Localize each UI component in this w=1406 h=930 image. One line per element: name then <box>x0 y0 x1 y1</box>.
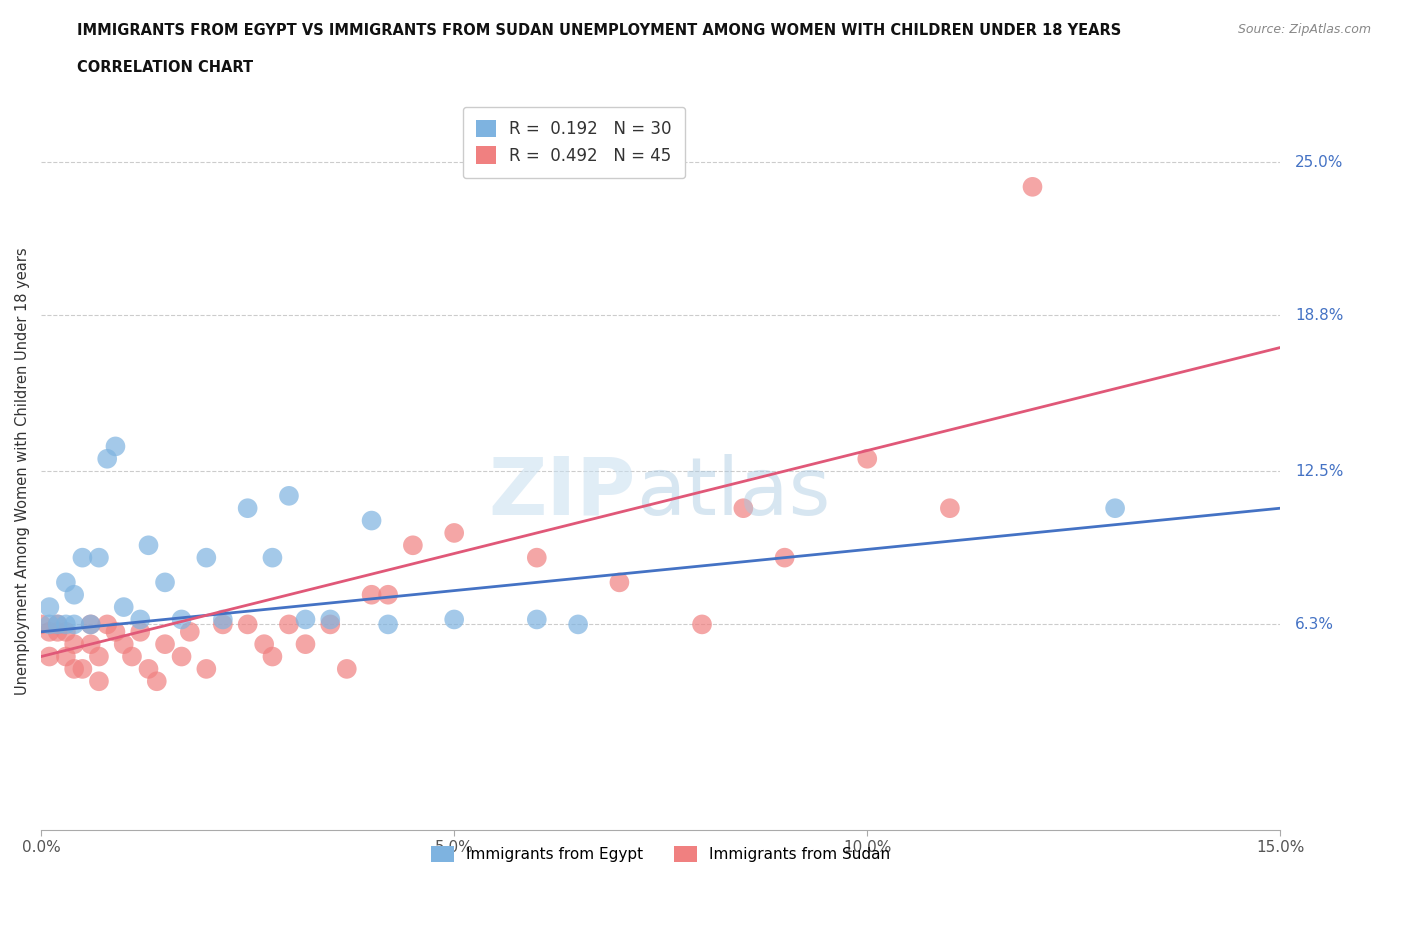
Point <box>179 624 201 639</box>
Point <box>319 617 342 631</box>
Point <box>253 637 276 652</box>
Point <box>170 649 193 664</box>
Point <box>38 649 60 664</box>
Point <box>526 551 548 565</box>
Point <box>567 617 589 631</box>
Text: 18.8%: 18.8% <box>1295 308 1344 323</box>
Point <box>170 612 193 627</box>
Point <box>63 587 86 602</box>
Point <box>30 617 52 631</box>
Point <box>55 617 77 631</box>
Point <box>138 538 160 552</box>
Legend: Immigrants from Egypt, Immigrants from Sudan: Immigrants from Egypt, Immigrants from S… <box>425 841 897 869</box>
Point <box>46 617 69 631</box>
Point <box>138 661 160 676</box>
Point <box>443 612 465 627</box>
Text: CORRELATION CHART: CORRELATION CHART <box>77 60 253 75</box>
Point <box>212 612 235 627</box>
Point <box>526 612 548 627</box>
Point <box>195 661 218 676</box>
Point <box>129 624 152 639</box>
Point <box>690 617 713 631</box>
Point <box>212 617 235 631</box>
Point <box>294 637 316 652</box>
Point <box>262 649 284 664</box>
Point <box>319 612 342 627</box>
Point <box>38 600 60 615</box>
Point <box>46 617 69 631</box>
Point <box>377 617 399 631</box>
Point <box>1021 179 1043 194</box>
Point <box>112 637 135 652</box>
Text: 25.0%: 25.0% <box>1295 154 1344 169</box>
Point <box>87 674 110 689</box>
Y-axis label: Unemployment Among Women with Children Under 18 years: Unemployment Among Women with Children U… <box>15 247 30 695</box>
Point <box>278 488 301 503</box>
Point <box>360 513 382 528</box>
Point <box>55 624 77 639</box>
Point <box>87 551 110 565</box>
Point <box>1104 500 1126 515</box>
Point <box>72 551 94 565</box>
Point <box>195 551 218 565</box>
Point <box>63 661 86 676</box>
Point <box>336 661 359 676</box>
Point <box>55 649 77 664</box>
Point <box>733 500 755 515</box>
Point <box>63 637 86 652</box>
Point <box>939 500 962 515</box>
Point <box>63 617 86 631</box>
Text: ZIP: ZIP <box>489 454 636 532</box>
Point <box>55 575 77 590</box>
Point <box>236 500 259 515</box>
Point <box>79 637 101 652</box>
Point <box>278 617 301 631</box>
Point <box>773 551 796 565</box>
Text: 6.3%: 6.3% <box>1295 617 1334 631</box>
Point <box>104 624 127 639</box>
Point <box>96 451 118 466</box>
Point <box>96 617 118 631</box>
Point <box>79 617 101 631</box>
Point <box>121 649 143 664</box>
Point <box>236 617 259 631</box>
Text: atlas: atlas <box>636 454 831 532</box>
Point <box>146 674 169 689</box>
Point <box>609 575 631 590</box>
Point <box>38 617 60 631</box>
Point <box>377 587 399 602</box>
Point <box>402 538 425 552</box>
Point <box>360 587 382 602</box>
Text: Source: ZipAtlas.com: Source: ZipAtlas.com <box>1237 23 1371 36</box>
Point <box>72 661 94 676</box>
Text: 12.5%: 12.5% <box>1295 464 1344 479</box>
Point <box>153 637 176 652</box>
Point <box>79 617 101 631</box>
Point <box>856 451 879 466</box>
Point <box>38 624 60 639</box>
Point <box>46 624 69 639</box>
Point <box>87 649 110 664</box>
Point <box>262 551 284 565</box>
Point <box>153 575 176 590</box>
Point <box>443 525 465 540</box>
Point <box>104 439 127 454</box>
Point <box>294 612 316 627</box>
Text: IMMIGRANTS FROM EGYPT VS IMMIGRANTS FROM SUDAN UNEMPLOYMENT AMONG WOMEN WITH CHI: IMMIGRANTS FROM EGYPT VS IMMIGRANTS FROM… <box>77 23 1122 38</box>
Point <box>112 600 135 615</box>
Point <box>129 612 152 627</box>
